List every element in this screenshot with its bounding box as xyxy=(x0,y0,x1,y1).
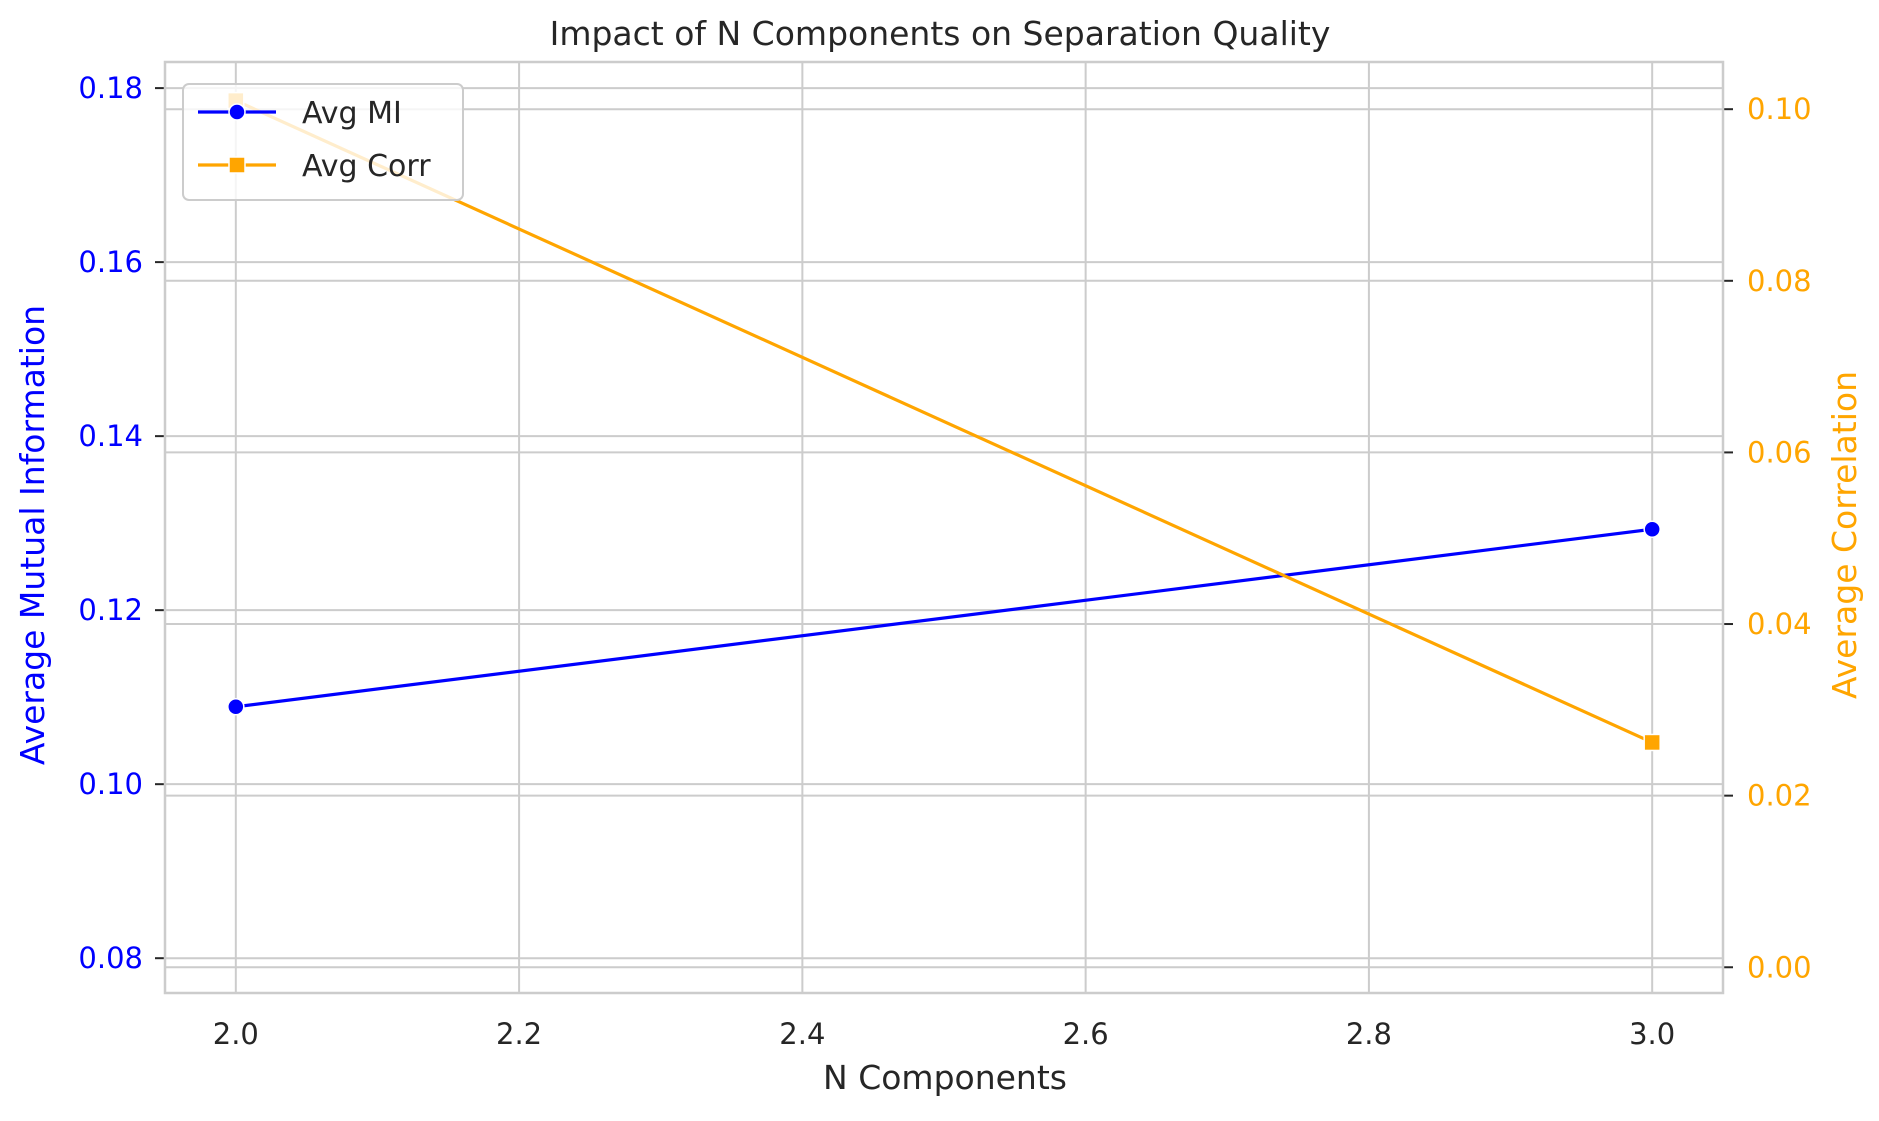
y-right-tick-label: 0.10 xyxy=(1747,92,1812,126)
y-right-tick-label: 0.02 xyxy=(1747,779,1812,813)
y-right-tick-label: 0.00 xyxy=(1747,950,1812,984)
data-point xyxy=(1643,733,1661,752)
y-left-tick-label: 0.18 xyxy=(78,71,143,105)
plot-frame xyxy=(163,60,1725,995)
y-left-tick-label: 0.12 xyxy=(78,593,143,627)
y-left-tick-label: 0.16 xyxy=(78,245,143,279)
series-line-avg-corr xyxy=(235,99,1653,744)
legend-marker xyxy=(228,103,246,121)
x-tick-label: 2.6 xyxy=(1063,1017,1109,1051)
y-axis-left-label: Average Mutual Information xyxy=(13,305,52,765)
x-tick-label: 3.0 xyxy=(1629,1017,1675,1051)
chart-title: Impact of N Components on Separation Qua… xyxy=(550,14,1331,53)
y-right-tick-label: 0.08 xyxy=(1747,264,1812,298)
data-point xyxy=(1643,520,1661,538)
x-tick-label: 2.2 xyxy=(496,1017,542,1051)
y-left-tick-label: 0.08 xyxy=(78,941,143,975)
series-line-avg-mi xyxy=(235,527,1653,709)
y-right-tick-label: 0.06 xyxy=(1747,435,1812,469)
y-axis-right-label: Average Correlation xyxy=(1825,371,1864,699)
y-left-tick-label: 0.10 xyxy=(78,767,143,801)
y-right-tick-label: 0.04 xyxy=(1747,607,1812,641)
x-tick-label: 2.4 xyxy=(779,1017,825,1051)
data-point xyxy=(227,697,245,716)
y-left-tick-label: 0.14 xyxy=(78,419,143,453)
grid-layer xyxy=(165,62,1723,993)
x-tick-label: 2.0 xyxy=(213,1017,259,1051)
legend-label: Avg Corr xyxy=(302,149,431,184)
x-axis-label: N Components xyxy=(823,1058,1067,1097)
legend-marker xyxy=(228,156,246,174)
plot-area xyxy=(165,62,1723,993)
x-tick-label: 2.8 xyxy=(1346,1017,1392,1051)
legend-label: Avg MI xyxy=(302,96,402,131)
legend: Avg MI Avg Corr xyxy=(182,83,464,201)
axes-layer: 2.0 2.2 2.4 2.6 2.8 3.0 0.08 0.10 0.12 0.14 0.16 0.… xyxy=(78,60,1812,1051)
